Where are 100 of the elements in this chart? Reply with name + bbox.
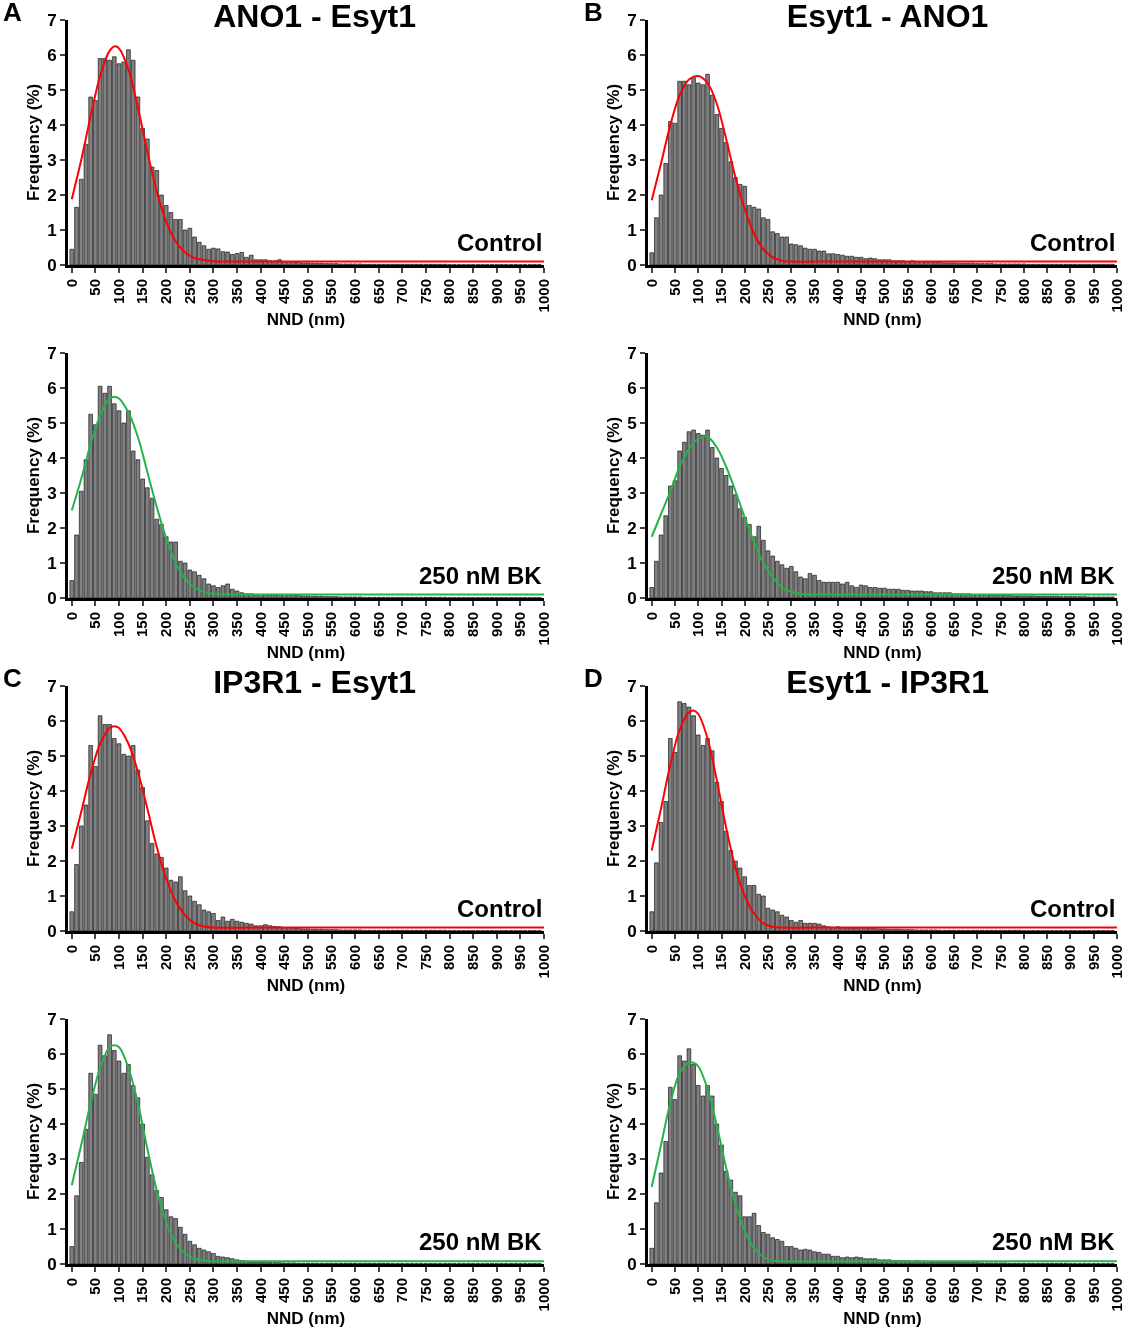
x-tick-label: 50: [86, 945, 104, 962]
x-tick-label: 400: [828, 1278, 846, 1304]
x-tick-label: 150: [133, 612, 151, 638]
x-tick-label: 750: [991, 612, 1009, 638]
y-tick-label: 6: [47, 45, 57, 65]
x-tick-label: 400: [251, 945, 269, 971]
x-tick-label: 150: [712, 612, 730, 638]
x-tick-label: 1000: [534, 1278, 552, 1312]
y-tick-label: 4: [47, 781, 58, 801]
x-tick-label: 950: [1084, 945, 1102, 971]
x-tick-label: 900: [1061, 945, 1079, 971]
x-tick-label: 50: [86, 612, 104, 629]
x-tick-label: 400: [828, 279, 846, 305]
x-tick-label: 950: [511, 945, 529, 971]
x-tick-label: 100: [109, 612, 127, 638]
y-tick-label: 0: [627, 921, 637, 941]
y-tick-label: 3: [47, 1149, 57, 1169]
y-tick-label: 5: [627, 1079, 637, 1099]
y-tick-label: 6: [47, 711, 57, 731]
x-tick-label: 300: [204, 1278, 222, 1304]
x-tick-label: 300: [782, 279, 800, 305]
x-tick-label: 550: [322, 612, 340, 638]
x-tick-label: 250: [180, 1278, 198, 1304]
x-tick-label: 0: [642, 1278, 660, 1287]
x-tick-label: 950: [511, 279, 529, 305]
x-tick-label: 50: [665, 612, 683, 629]
x-tick-label: 450: [275, 945, 293, 971]
x-tick-label: 200: [157, 612, 175, 638]
x-tick-label: 100: [109, 1278, 127, 1304]
x-tick-label: 650: [369, 279, 387, 305]
x-tick-label: 550: [322, 945, 340, 971]
x-tick-label: 700: [393, 945, 411, 971]
y-tick-label: 7: [627, 676, 637, 696]
y-tick-label: 0: [627, 588, 637, 608]
y-tick-label: 2: [47, 851, 57, 871]
annotation: Control: [1030, 895, 1116, 922]
x-tick-label: 50: [86, 279, 104, 296]
x-tick-label: 600: [921, 1278, 939, 1304]
x-tick-label: 800: [440, 279, 458, 305]
x-tick-label: 200: [157, 279, 175, 305]
y-tick-label: 1: [627, 886, 637, 906]
x-tick-label: 200: [157, 1278, 175, 1304]
annotation: Control: [457, 895, 543, 922]
x-tick-label: 100: [689, 279, 707, 305]
x-tick-label: 100: [689, 945, 707, 971]
x-tick-label: 800: [1014, 945, 1032, 971]
x-axis-title: NND (nm): [843, 309, 922, 329]
y-tick-label: 0: [47, 588, 57, 608]
x-tick-label: 50: [665, 279, 683, 296]
x-tick-label: 950: [1084, 612, 1102, 638]
x-tick-label: 650: [369, 945, 387, 971]
y-tick-label: 4: [627, 448, 638, 468]
x-tick-label: 650: [945, 279, 963, 305]
x-axis-title: NND (nm): [843, 642, 922, 662]
y-tick-label: 4: [627, 1114, 638, 1134]
x-tick-label: 900: [487, 279, 505, 305]
x-axis-title: NND (nm): [843, 975, 922, 995]
x-tick-label: 50: [665, 945, 683, 962]
x-tick-label: 450: [275, 279, 293, 305]
text: D: [584, 663, 603, 693]
y-axis-title: Frequency (%): [603, 749, 623, 868]
x-tick-label: 150: [712, 279, 730, 305]
y-tick-label: 2: [47, 185, 57, 205]
y-tick-label: 3: [627, 483, 637, 503]
x-tick-label: 0: [642, 945, 660, 954]
x-tick-label: 1000: [1107, 279, 1125, 313]
x-tick-label: 650: [369, 1278, 387, 1304]
x-tick-label: 550: [898, 279, 916, 305]
y-tick-label: 3: [47, 483, 57, 503]
x-tick-label: 500: [298, 612, 316, 638]
x-tick-label: 400: [828, 945, 846, 971]
y-tick-label: 6: [627, 711, 637, 731]
x-tick-label: 650: [945, 1278, 963, 1304]
x-tick-label: 950: [1084, 1278, 1102, 1304]
x-tick-label: 50: [86, 1278, 104, 1295]
x-tick-label: 800: [440, 945, 458, 971]
y-tick-label: 0: [47, 1254, 57, 1274]
x-tick-label: 800: [440, 1278, 458, 1304]
y-tick-label: 3: [47, 150, 57, 170]
x-tick-label: 450: [275, 1278, 293, 1304]
x-tick-label: 700: [393, 612, 411, 638]
x-tick-label: 850: [1038, 1278, 1056, 1304]
x-tick-label: 1000: [534, 612, 552, 646]
x-tick-label: 550: [898, 612, 916, 638]
x-tick-label: 700: [968, 945, 986, 971]
x-tick-label: 950: [1084, 279, 1102, 305]
x-tick-label: 300: [204, 945, 222, 971]
chart-title: ANO1 - Esyt1: [213, 0, 416, 35]
x-tick-label: 500: [875, 279, 893, 305]
y-tick-label: 1: [627, 220, 637, 240]
x-tick-label: 500: [298, 279, 316, 305]
x-tick-label: 850: [464, 279, 482, 305]
x-tick-label: 600: [921, 945, 939, 971]
y-tick-label: 5: [47, 80, 57, 100]
x-tick-label: 700: [393, 279, 411, 305]
x-tick-label: 650: [369, 612, 387, 638]
y-tick-label: 2: [627, 1184, 637, 1204]
x-tick-label: 450: [851, 612, 869, 638]
x-tick-label: 550: [898, 1278, 916, 1304]
y-tick-label: 2: [47, 1184, 57, 1204]
